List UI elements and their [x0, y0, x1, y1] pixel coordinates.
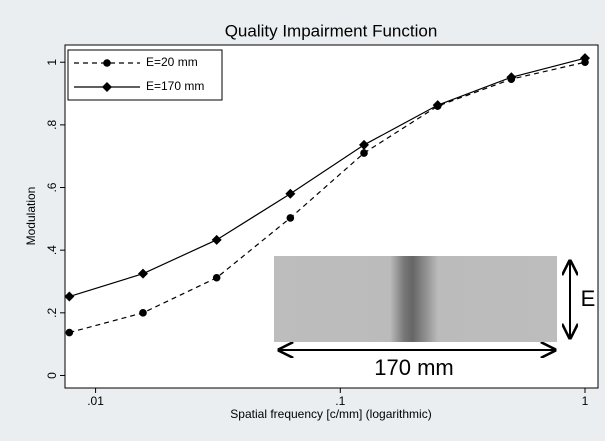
point: [286, 214, 295, 222]
legend-label: E=170 mm: [146, 79, 204, 93]
point: [580, 53, 591, 64]
x-tick-label: 1: [582, 394, 589, 408]
point: [432, 100, 443, 111]
point: [285, 188, 296, 199]
inset-image: [274, 256, 557, 342]
y-axis-label: Modulation: [24, 187, 38, 246]
series-line: [69, 61, 586, 334]
x-tick-label: .01: [87, 394, 104, 408]
legend-marker: [102, 82, 112, 92]
point: [139, 309, 147, 317]
y-tick-label: .4: [45, 245, 59, 255]
inset: 170 mm E: [274, 256, 595, 380]
point: [138, 268, 149, 279]
legend-label: E=20 mm: [146, 55, 198, 69]
y-tick-label: 0: [45, 372, 59, 379]
point: [64, 291, 75, 302]
legend-marker: [103, 59, 111, 67]
point: [360, 149, 368, 157]
x-axis-label: Spatial frequency [c/mm] (logarithmic): [230, 407, 431, 421]
x-tick-label: .1: [335, 394, 345, 408]
series-line: [69, 57, 586, 298]
point: [212, 273, 221, 282]
y-tick-label: .8: [45, 120, 59, 130]
chart-title: Quality Impairment Function: [225, 21, 438, 40]
legend-box: [67, 49, 223, 101]
y-tick-label: .2: [45, 307, 59, 317]
y-tick-label: 1: [45, 59, 59, 66]
height-label: E: [581, 286, 596, 311]
width-label: 170 mm: [374, 355, 453, 380]
point: [359, 139, 370, 150]
y-tick-label: .6: [45, 182, 59, 192]
point: [506, 72, 517, 83]
point: [211, 234, 222, 245]
point: [65, 328, 74, 337]
